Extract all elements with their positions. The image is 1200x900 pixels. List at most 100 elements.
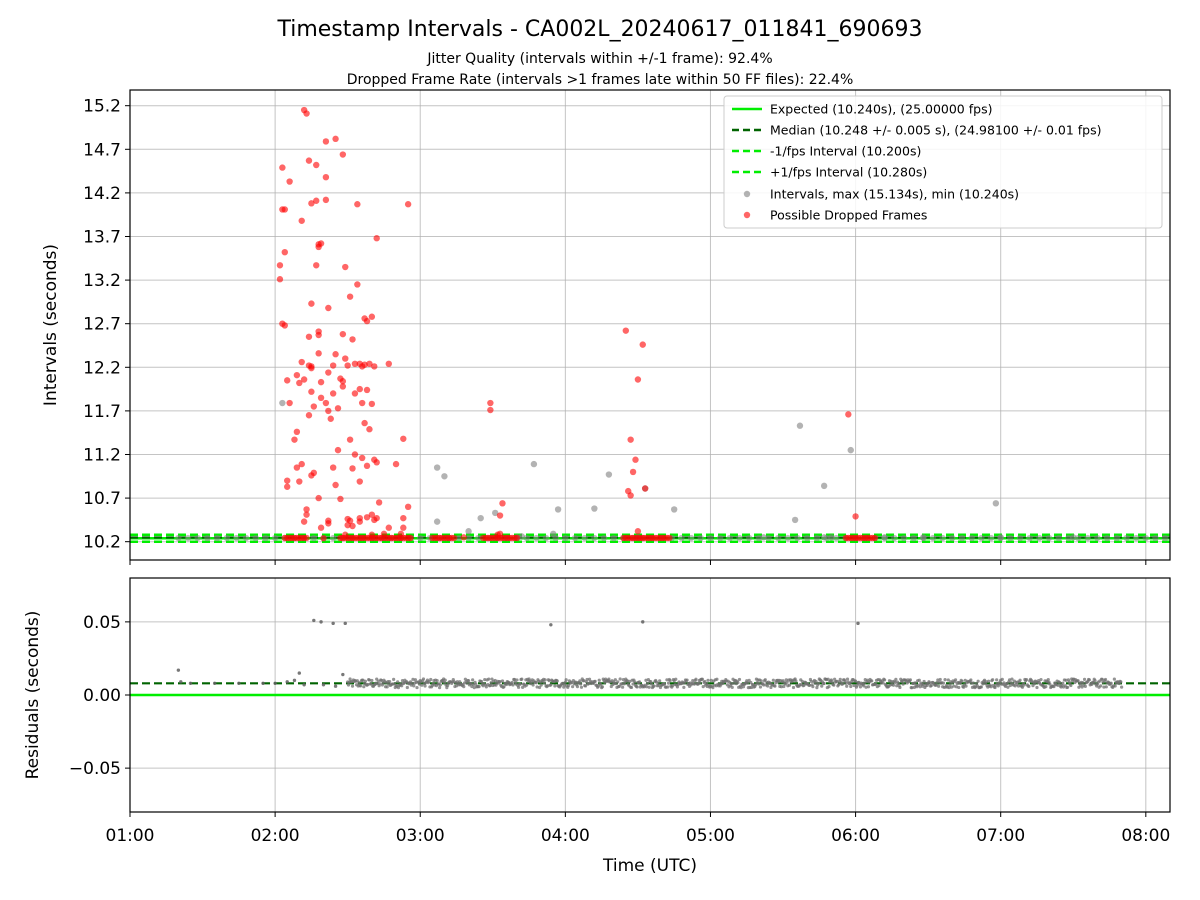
residual-point — [471, 683, 476, 687]
residual-point — [1093, 679, 1097, 683]
residual-point — [1120, 685, 1124, 689]
y-tick-label: 10.7 — [83, 489, 121, 509]
y-tick-label: 15.2 — [83, 97, 121, 117]
interval-point — [223, 534, 230, 542]
residual-point — [641, 620, 645, 624]
interval-point — [745, 534, 753, 542]
interval-point — [184, 534, 192, 542]
residual-point — [962, 685, 966, 689]
dropped-point — [313, 197, 320, 204]
dropped-point — [358, 399, 366, 407]
residual-point — [971, 681, 975, 685]
interval-point — [755, 534, 763, 542]
interval-point — [605, 471, 613, 478]
dropped-point — [308, 363, 315, 370]
residual-point — [621, 677, 625, 682]
y-tick-label: 12.2 — [83, 358, 121, 378]
residual-point — [350, 684, 355, 688]
dropped-point — [293, 371, 301, 379]
residual-point — [542, 681, 546, 685]
residual-point — [534, 681, 538, 685]
residual-point — [1112, 677, 1116, 681]
residual-point — [472, 686, 476, 690]
interval-point — [920, 534, 927, 541]
dropped-point — [339, 151, 347, 158]
dropped-point — [361, 419, 368, 427]
residual-point — [1006, 685, 1010, 689]
dropped-point — [400, 514, 407, 522]
dropped-point — [308, 200, 315, 207]
interval-point — [987, 534, 995, 542]
dropped-point — [281, 322, 288, 329]
dropped-point — [513, 534, 521, 542]
dropped-point — [325, 369, 332, 376]
residual-point — [511, 683, 515, 687]
residual-point — [587, 677, 592, 681]
interval-point — [213, 534, 221, 542]
residual-point — [784, 678, 788, 682]
residual-point — [285, 680, 289, 684]
residual-point — [537, 685, 542, 690]
interval-point — [1065, 534, 1072, 542]
residual-point — [1100, 677, 1104, 681]
residual-point — [438, 683, 442, 687]
residual-point — [808, 683, 812, 688]
dropped-point — [325, 304, 332, 312]
residual-point — [952, 684, 956, 688]
residual-point — [413, 678, 417, 682]
interval-point — [1123, 534, 1130, 542]
dropped-point — [337, 495, 344, 503]
dropped-point — [368, 531, 376, 538]
dropped-point — [397, 530, 405, 538]
residual-point — [600, 685, 605, 689]
residual-point — [292, 678, 297, 683]
residual-point — [555, 679, 559, 683]
residual-point — [938, 677, 942, 682]
residual-point — [1119, 680, 1123, 684]
dropped-point — [296, 379, 303, 387]
residual-point — [957, 685, 961, 690]
x-tick-label: 07:00 — [976, 826, 1025, 846]
residual-point — [637, 680, 642, 684]
residual-point — [188, 681, 193, 685]
interval-point — [610, 534, 617, 542]
residual-point — [613, 678, 617, 682]
residual-point — [531, 683, 535, 687]
legend-label-plus-fps: +1/fps Interval (10.280s) — [770, 165, 927, 180]
dropped-point — [349, 465, 356, 472]
residual-point — [852, 683, 856, 688]
dropped-point — [496, 512, 504, 519]
residual-point — [471, 678, 475, 682]
residual-point — [179, 680, 183, 684]
residual-point — [467, 679, 471, 683]
dropped-point — [351, 360, 359, 368]
residual-point — [367, 678, 372, 682]
y-tick-label: 0.00 — [83, 686, 121, 706]
y-tick-label: 13.2 — [83, 271, 121, 291]
residual-point — [392, 677, 396, 682]
residuals-ticks: 0.05 0.00 −0.05 01:00 02:00 03:00 04:00 05:00 06… — [69, 613, 1170, 846]
dropped-point — [363, 317, 371, 325]
residual-point — [412, 684, 416, 688]
intervals-points — [175, 106, 1169, 542]
interval-point — [433, 464, 441, 471]
interval-point — [1094, 534, 1101, 542]
residual-point — [212, 681, 217, 685]
residual-point — [620, 685, 625, 689]
dropped-point — [317, 524, 325, 531]
dropped-point — [339, 383, 347, 390]
residual-point — [894, 677, 898, 682]
interval-point — [175, 534, 182, 542]
interval-point — [533, 534, 540, 542]
residual-point — [709, 678, 713, 683]
interval-point — [475, 534, 482, 542]
y-tick-label: 11.7 — [83, 402, 121, 422]
dropped-point — [293, 464, 301, 471]
residual-point — [593, 679, 597, 683]
dropped-point — [322, 138, 330, 145]
dropped-point — [332, 481, 339, 489]
residual-point — [423, 684, 427, 688]
residual-point — [650, 682, 654, 686]
residual-point — [483, 677, 487, 682]
